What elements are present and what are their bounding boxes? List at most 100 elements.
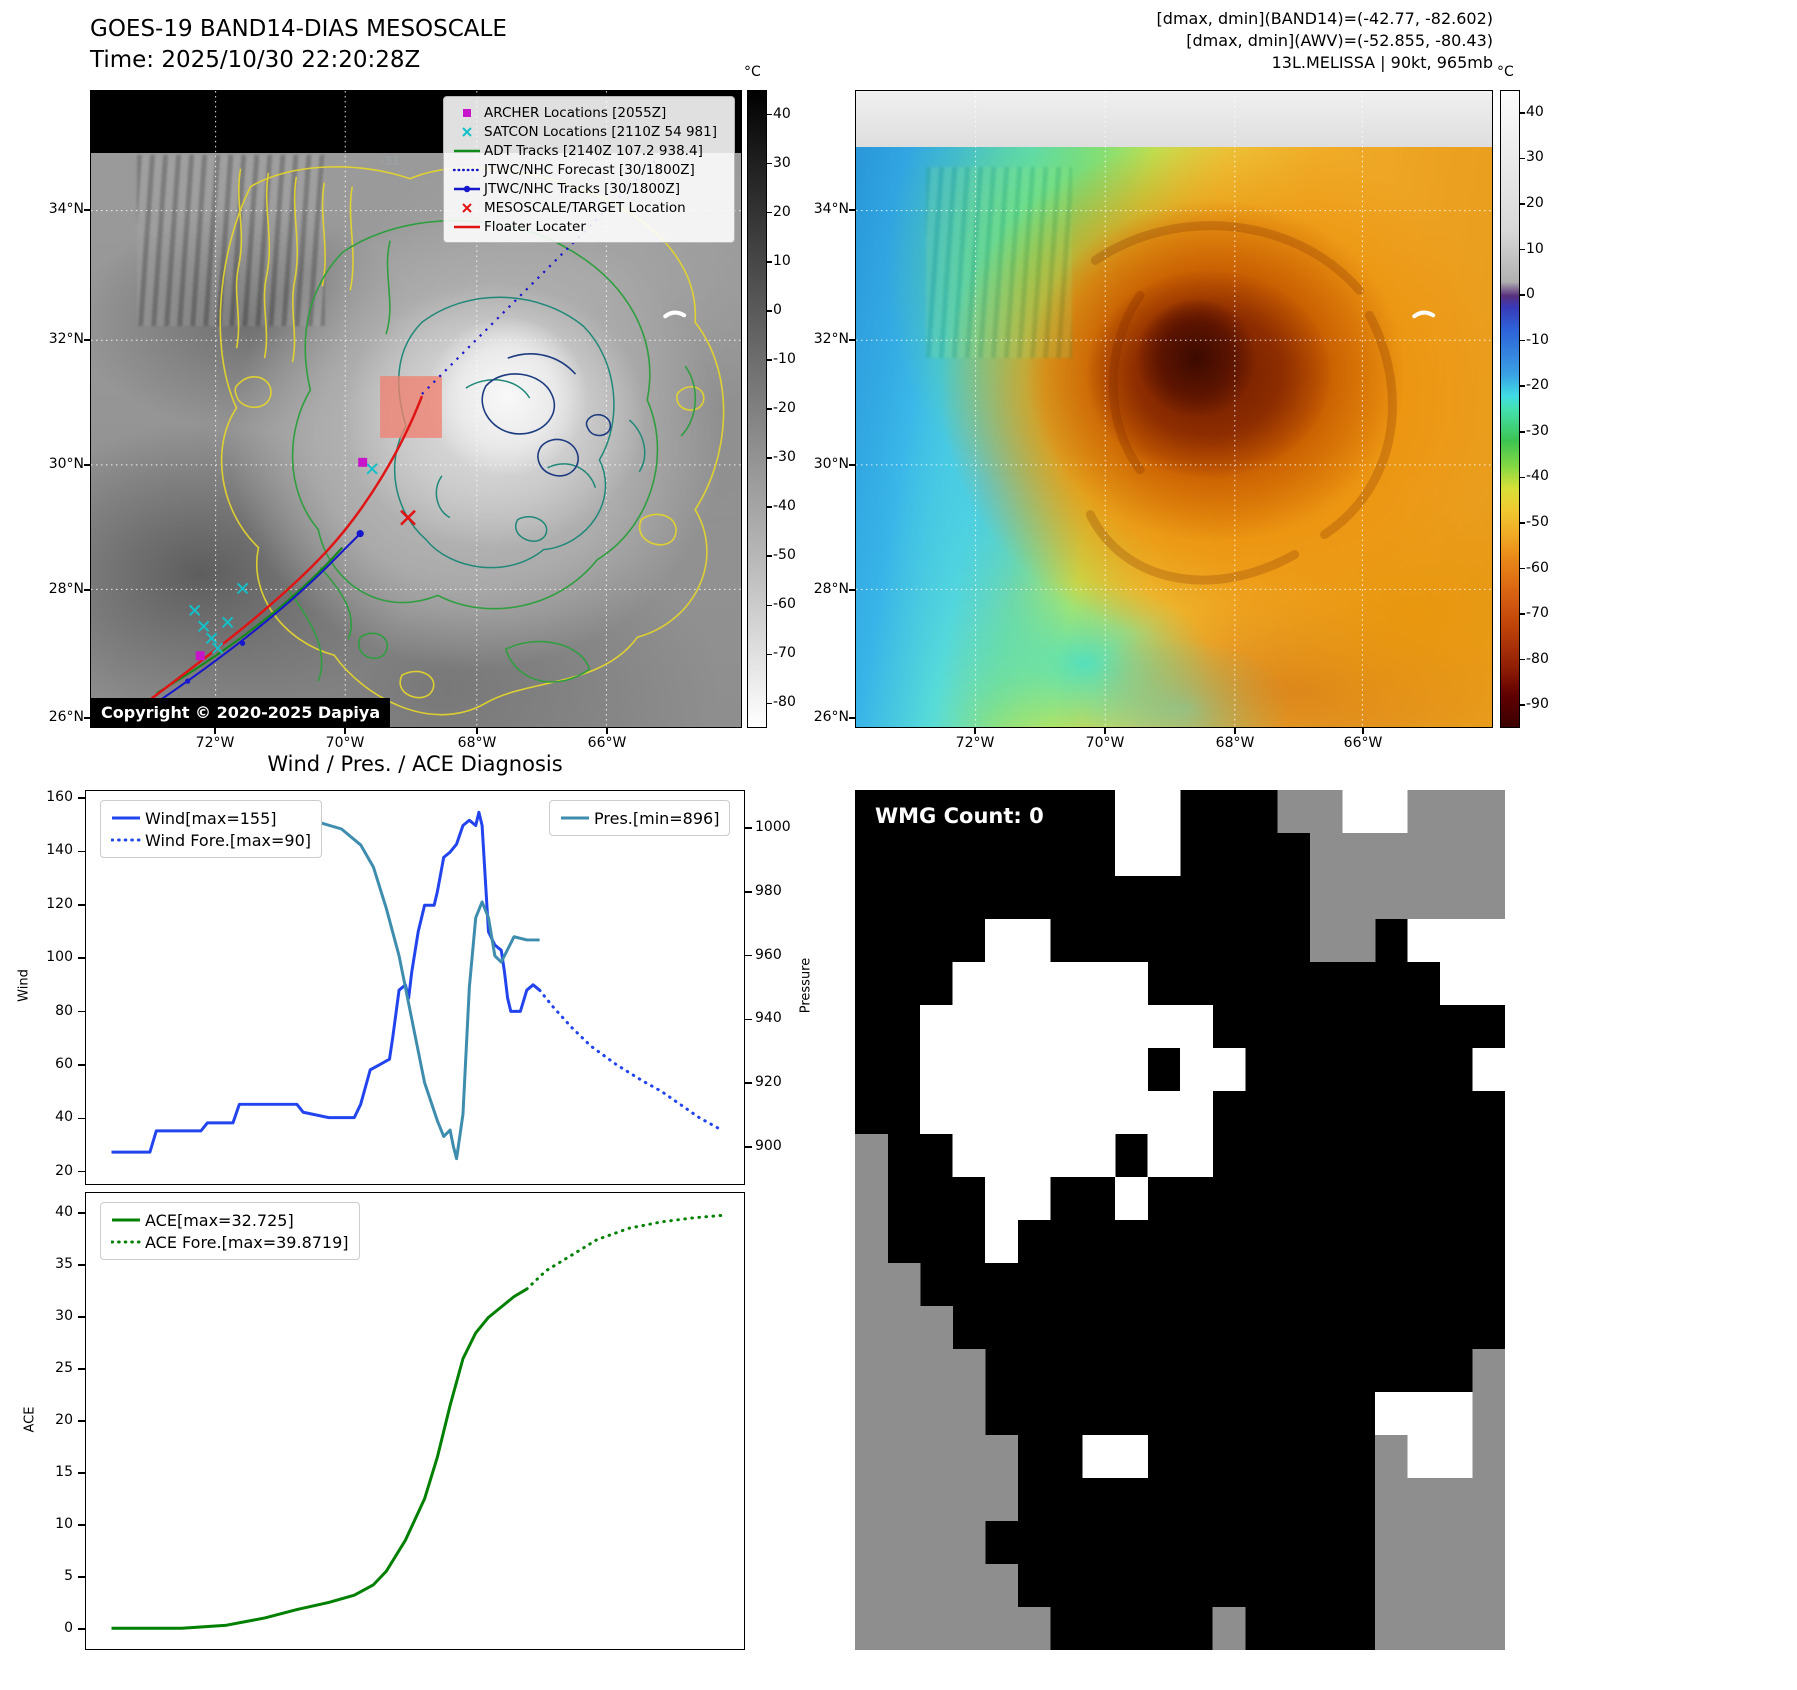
y-axis-tick-label: 40: [55, 1109, 73, 1126]
wmg-cell: [1310, 919, 1343, 962]
wmg-cell: [1375, 1435, 1408, 1478]
lat-tick-label: 34°N: [813, 201, 849, 217]
colorbar-tick-mark: [767, 162, 772, 165]
colorbar-tick-mark: [1520, 704, 1525, 706]
y-axis-tick-label: 15: [55, 1464, 73, 1481]
map-legend-entry: SATCON Locations [2110Z 54 981]: [452, 122, 726, 141]
y-axis-tick-mark: [78, 1170, 85, 1173]
wmg-cell: [887, 1306, 921, 1349]
colorbar-tick-label: 30: [773, 154, 791, 171]
band14-colorbar: [747, 90, 767, 728]
wmg-cell: [920, 1091, 953, 1134]
legend-line-sample: [111, 1234, 145, 1250]
wmg-cell: [985, 1005, 1018, 1048]
wmg-cell: [887, 1521, 921, 1564]
colorbar-tick-label: 0: [773, 301, 782, 318]
band14-panel-time: Time: 2025/10/30 22:20:28Z: [90, 47, 421, 73]
storm-band-texture: [1085, 221, 1397, 585]
map-legend-label: ADT Tracks [2140Z 107.2 938.4]: [484, 142, 703, 159]
wmg-cell: [855, 1349, 888, 1392]
x-marker-icon: [452, 201, 484, 215]
lat-tick-mark: [84, 589, 90, 591]
wmg-cell: [1017, 1134, 1051, 1177]
lon-tick-label: 72°W: [195, 735, 235, 751]
y-axis-tick-mark: [78, 1524, 85, 1526]
wmg-cell: [1147, 790, 1181, 833]
wmg-cell: [855, 1134, 888, 1177]
y-axis-tick-mark: [78, 1368, 85, 1370]
wmg-cell: [985, 1091, 1018, 1134]
colorbar-tick-mark: [767, 506, 772, 508]
y-axis-tick-mark: [78, 1117, 85, 1120]
wmg-cell: [1050, 1048, 1083, 1091]
wmg-cell: [920, 1564, 953, 1607]
legend-entry-label: Wind Fore.[max=90]: [145, 830, 311, 850]
lat-tick-label: 30°N: [813, 456, 849, 472]
wmg-cell: [887, 1263, 921, 1306]
y-axis-right-tick-label: 940: [755, 1010, 782, 1027]
wmg-cell: [1472, 876, 1505, 919]
wmg-cell: [985, 1478, 1018, 1521]
lat-tick-mark: [84, 464, 90, 466]
legend-entry: Pres.[min=896]: [560, 807, 719, 829]
colorbar-tick-mark: [1520, 157, 1525, 160]
legend-entry-label: ACE Fore.[max=39.8719]: [145, 1232, 349, 1252]
lon-tick-mark: [214, 728, 216, 734]
wmg-cell: [1407, 790, 1441, 833]
wmg-cell: [920, 1306, 953, 1349]
wmg-cell: [1050, 962, 1083, 1005]
wmg-cell: [1472, 790, 1505, 833]
lat-tick-mark: [849, 339, 855, 341]
scan-edge-band-light: [856, 91, 1492, 147]
colorbar-tick-label: -50: [1526, 513, 1549, 530]
wmg-cell: [952, 1564, 986, 1607]
awv-overlay: [856, 91, 1492, 727]
colorbar-tick-label: -30: [1526, 422, 1549, 439]
wmg-cell: [1407, 919, 1441, 962]
ace-plot: [111, 1213, 727, 1630]
colorbar-tick-mark: [767, 211, 772, 214]
y-axis-tick-mark: [78, 850, 85, 853]
wmg-cell: [855, 1220, 888, 1263]
legend-entry: ACE Fore.[max=39.8719]: [111, 1231, 349, 1253]
adt-track-line: [156, 546, 343, 694]
wmg-cell: [1440, 1521, 1473, 1564]
colorbar-tick-label: 10: [1526, 240, 1544, 257]
wmg-cell: [1082, 1091, 1116, 1134]
wmg-cell: [952, 1349, 986, 1392]
wmg-cell: [952, 962, 986, 1005]
wmg-cell: [1310, 876, 1343, 919]
y-axis-tick-label: 80: [55, 1002, 73, 1019]
wmg-cell: [1115, 790, 1148, 833]
wmg-cell: [952, 1392, 986, 1435]
colorbar-tick-label: -10: [1526, 331, 1549, 348]
wmg-cell: [1115, 1435, 1148, 1478]
colorbar-tick-mark: [767, 310, 772, 312]
colorbar-tick-label: -20: [773, 400, 796, 416]
y-axis-right-tick-mark: [745, 1146, 752, 1148]
colorbar-tick-label: -10: [773, 350, 796, 367]
wmg-cell: [1017, 919, 1051, 962]
colorbar-tick-label: -80: [1526, 650, 1549, 667]
colorbar-tick-mark: [767, 653, 772, 656]
lon-tick-label: 70°W: [1085, 735, 1125, 751]
wmg-cell: [985, 1607, 1018, 1650]
lon-tick-label: 66°W: [1343, 735, 1383, 751]
wmg-cell: [1180, 1091, 1213, 1134]
y-axis-tick-label: 40: [55, 1203, 73, 1220]
wmg-cell: [1050, 1091, 1083, 1134]
awv-imagery: [856, 91, 1492, 727]
wmg-cell: [1342, 876, 1376, 919]
colorbar-tick-label: -40: [1526, 468, 1549, 485]
wmg-cell: [855, 1607, 888, 1650]
awv-colorbar: [1500, 90, 1520, 728]
wmg-cell: [952, 1048, 986, 1091]
colorbar-tick-mark: [767, 408, 772, 410]
dotted-marker-icon: [452, 163, 484, 177]
wmg-cell: [855, 1435, 888, 1478]
lat-tick-mark: [849, 717, 855, 719]
wmg-cell: [1472, 962, 1505, 1005]
colorbar-tick-label: -70: [773, 645, 796, 662]
wmg-cell: [1017, 962, 1051, 1005]
wmg-cell: [1310, 833, 1343, 876]
